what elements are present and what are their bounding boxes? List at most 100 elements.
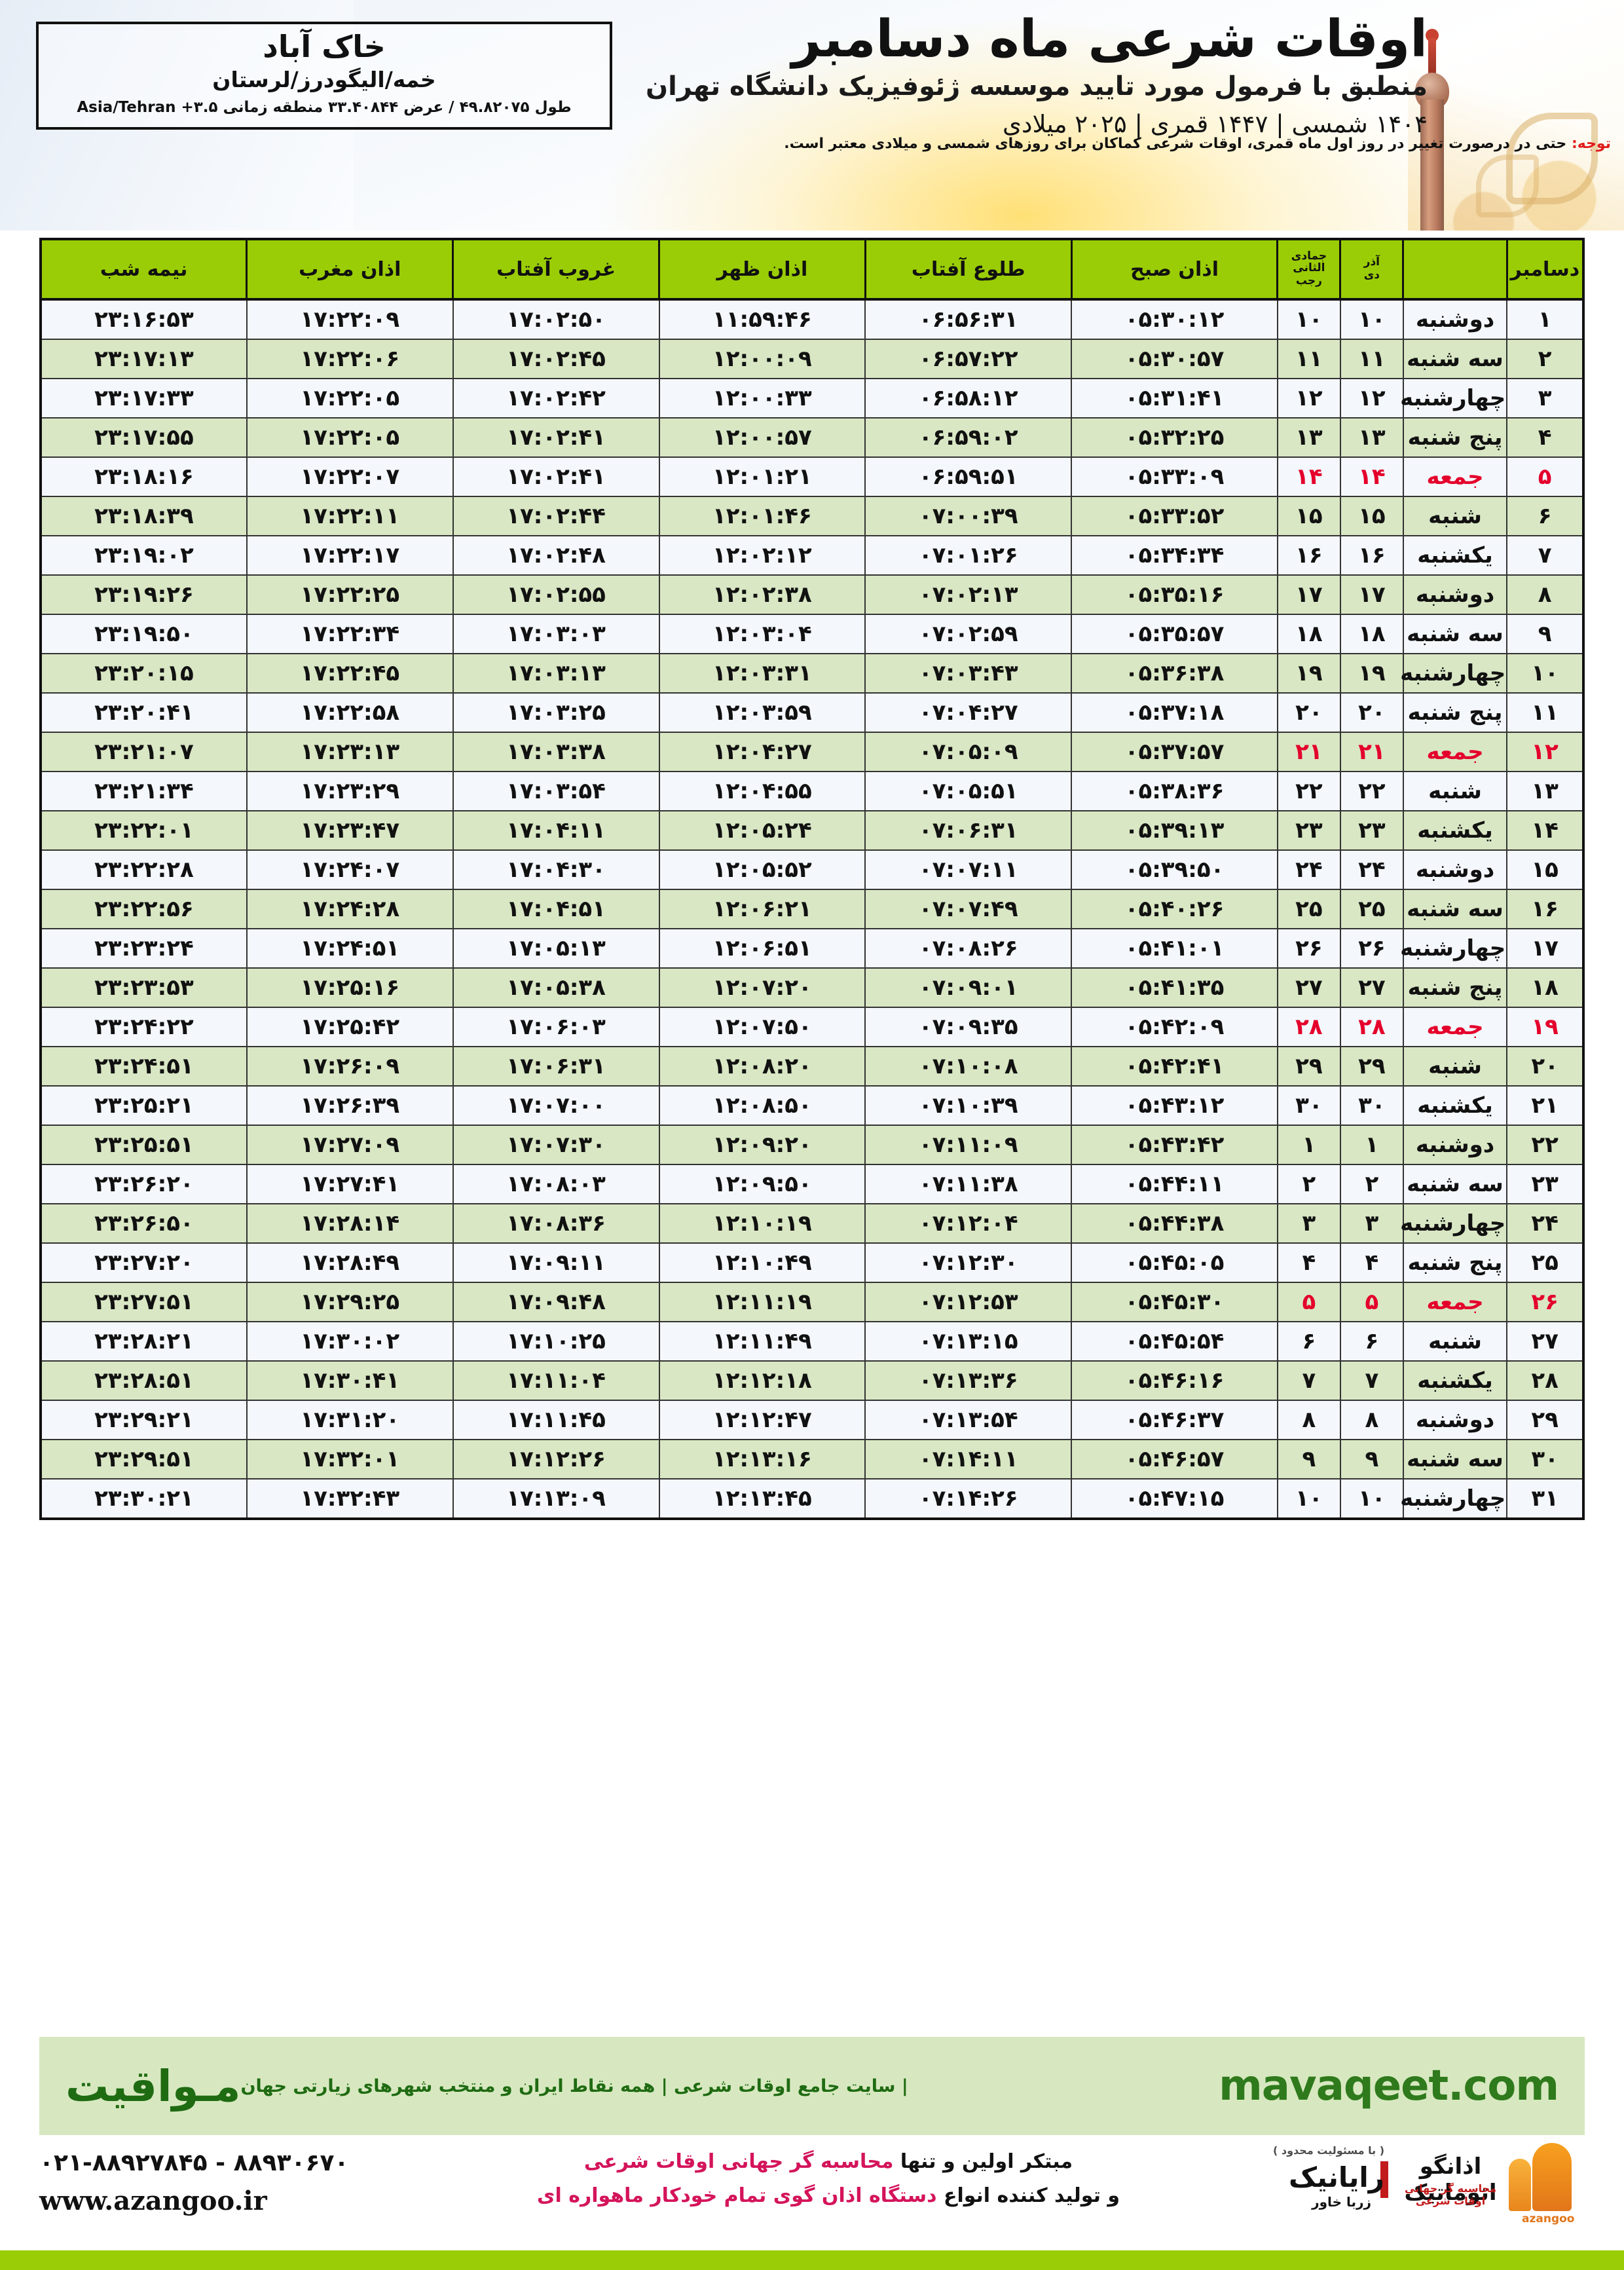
cell-fajr: ۰۵:۳۴:۳۴ — [1071, 535, 1278, 576]
cell-midnight: ۲۳:۲۱:۰۷ — [40, 732, 248, 772]
cell-qamari: ۱۱ — [1276, 339, 1341, 379]
cell-maghrib: ۱۷:۲۹:۲۵ — [246, 1282, 454, 1322]
cell-fajr: ۰۵:۴۰:۲۶ — [1071, 889, 1278, 929]
cell-qamari: ۲ — [1276, 1164, 1341, 1204]
cell-qamari: ۱۲ — [1276, 378, 1341, 419]
cell-maghrib: ۱۷:۲۸:۱۴ — [246, 1203, 454, 1244]
footer-website[interactable]: www.azangoo.ir — [39, 2186, 267, 2216]
cell-dhuhr: ۱۲:۱۱:۱۹ — [658, 1282, 866, 1322]
cell-sunrise: ۰۷:۰۳:۴۳ — [864, 653, 1073, 694]
cell-fajr: ۰۵:۴۴:۱۱ — [1071, 1164, 1278, 1204]
dome-secondary-icon — [1509, 2159, 1531, 2211]
cell-dhuhr: ۱۲:۰۴:۵۵ — [658, 771, 866, 811]
cell-sunset: ۱۷:۰۲:۵۰ — [452, 299, 660, 340]
cell-midnight: ۲۳:۲۵:۵۱ — [40, 1125, 248, 1165]
footer-slogan-1a: مبتکر اولین و تنها — [893, 2150, 1073, 2173]
cell-shamsi: ۱۵ — [1339, 496, 1404, 536]
cell-sunset: ۱۷:۱۲:۲۶ — [452, 1439, 660, 1479]
cell-fajr: ۰۵:۳۳:۵۲ — [1071, 496, 1278, 536]
cell-dhuhr: ۱۲:۰۰:۳۳ — [658, 378, 866, 419]
cell-day: جمعه — [1402, 456, 1508, 497]
cell-shamsi: ۲۹ — [1339, 1046, 1404, 1087]
cell-dhuhr: ۱۲:۰۸:۵۰ — [658, 1085, 866, 1126]
rayanik-logo: ( با مسئولیت محدود ) رایانیک زربا خاور — [1225, 2139, 1388, 2237]
table-row: ۱۴ یکشنبه ۲۳ ۲۳ ۰۵:۳۹:۱۳ ۰۷:۰۶:۳۱ ۱۲:۰۵:۲۴ ۱۷:۰… — [40, 810, 1584, 851]
cell-sunset: ۱۷:۱۳:۰۹ — [452, 1478, 660, 1519]
cell-sunset: ۱۷:۰۵:۱۳ — [452, 928, 660, 969]
cell-maghrib: ۱۷:۲۳:۱۳ — [246, 732, 454, 772]
cell-sunset: ۱۷:۰۸:۳۶ — [452, 1203, 660, 1244]
cell-fajr: ۰۵:۳۵:۱۶ — [1071, 574, 1278, 615]
cell-sunrise: ۰۷:۰۰:۳۹ — [864, 496, 1073, 536]
cell-dhuhr: ۱۲:۰۲:۳۸ — [658, 574, 866, 615]
cell-midnight: ۲۳:۱۸:۱۶ — [40, 456, 248, 497]
footer-phone[interactable]: ۰۲۱-۸۸۹۲۷۸۴۵ - ۸۸۹۳۰۶۷۰ — [39, 2149, 349, 2176]
cell-greg: ۲۷ — [1506, 1321, 1584, 1362]
cell-day: پنج شنبه — [1402, 967, 1508, 1008]
brand-left: mavaqeet.com — [1219, 2062, 1559, 2110]
cell-sunset: ۱۷:۰۴:۱۱ — [452, 810, 660, 851]
cell-fajr: ۰۵:۳۰:۵۷ — [1071, 339, 1278, 379]
rayanik-logo-main: رایانیک — [1288, 2161, 1384, 2193]
cell-fajr: ۰۵:۳۱:۴۱ — [1071, 378, 1278, 419]
cell-sunset: ۱۷:۰۲:۴۵ — [452, 339, 660, 379]
table-header-row: دسامبر آذر دی جمادی الثانی رجب اذان صبح … — [39, 239, 1585, 301]
table-row: ۲۰ شنبه ۲۹ ۲۹ ۰۵:۴۲:۴۱ ۰۷:۱۰:۰۸ ۱۲:۰۸:۲۰ ۱۷:۰۶:… — [40, 1046, 1584, 1087]
azangoo-logo-en: azangoo — [1522, 2212, 1575, 2225]
cell-shamsi: ۴ — [1339, 1242, 1404, 1283]
cell-qamari: ۱۰ — [1276, 1478, 1341, 1519]
cell-dhuhr: ۱۲:۰۴:۲۷ — [658, 732, 866, 772]
cell-sunrise: ۰۷:۰۵:۰۹ — [864, 732, 1073, 772]
minaret-tip-icon — [1428, 38, 1436, 81]
cell-qamari: ۵ — [1276, 1282, 1341, 1322]
cell-shamsi: ۲۷ — [1339, 967, 1404, 1008]
table-row: ۱۰ چهارشنبه ۱۹ ۱۹ ۰۵:۳۶:۳۸ ۰۷:۰۳:۴۳ ۱۲:۰۳:۳۱ ۱۷… — [40, 653, 1584, 694]
cell-dhuhr: ۱۲:۰۵:۵۲ — [658, 849, 866, 890]
cell-sunset: ۱۷:۱۰:۲۵ — [452, 1321, 660, 1362]
cell-fajr: ۰۵:۴۶:۵۷ — [1071, 1439, 1278, 1479]
cell-midnight: ۲۳:۲۴:۵۱ — [40, 1046, 248, 1087]
cell-fajr: ۰۵:۳۰:۱۲ — [1071, 299, 1278, 340]
page-subtitle: منطبق با فرمول مورد تایید موسسه ژئوفیزیک… — [645, 71, 1428, 102]
table-row: ۱ دوشنبه ۱۰ ۱۰ ۰۵:۳۰:۱۲ ۰۶:۵۶:۳۱ ۱۱:۵۹:۴۶ ۱۷:۰۲… — [40, 299, 1584, 340]
footer-slogan-2a: و تولید کننده انواع — [936, 2184, 1120, 2207]
dome-icon — [1532, 2143, 1572, 2211]
cell-qamari: ۱۹ — [1276, 653, 1341, 694]
cell-maghrib: ۱۷:۲۲:۰۵ — [246, 417, 454, 458]
cell-fajr: ۰۵:۳۶:۳۸ — [1071, 653, 1278, 694]
cell-day: جمعه — [1402, 1282, 1508, 1322]
cell-maghrib: ۱۷:۲۴:۰۷ — [246, 849, 454, 890]
table-row: ۱۹ جمعه ۲۸ ۲۸ ۰۵:۴۲:۰۹ ۰۷:۰۹:۳۵ ۱۲:۰۷:۵۰ ۱۷:۰۶:… — [40, 1007, 1584, 1047]
cell-sunrise: ۰۷:۰۲:۵۹ — [864, 614, 1073, 654]
cell-day: دوشنبه — [1402, 849, 1508, 890]
cell-dhuhr: ۱۲:۰۹:۲۰ — [658, 1125, 866, 1165]
cell-greg: ۲۸ — [1506, 1360, 1584, 1401]
table-row: ۲۵ پنج شنبه ۴ ۴ ۰۵:۴۵:۰۵ ۰۷:۱۲:۳۰ ۱۲:۱۰:۴۹ ۱۷:۰… — [40, 1242, 1584, 1283]
cell-fajr: ۰۵:۳۸:۳۶ — [1071, 771, 1278, 811]
cell-shamsi: ۲۳ — [1339, 810, 1404, 851]
cell-fajr: ۰۵:۴۳:۴۲ — [1071, 1125, 1278, 1165]
cell-shamsi: ۱۰ — [1339, 299, 1404, 340]
cell-fajr: ۰۵:۴۵:۵۴ — [1071, 1321, 1278, 1362]
cell-qamari: ۷ — [1276, 1360, 1341, 1401]
cell-sunrise: ۰۷:۱۰:۰۸ — [864, 1046, 1073, 1087]
cell-dhuhr: ۱۲:۰۰:۵۷ — [658, 417, 866, 458]
cell-dhuhr: ۱۲:۰۱:۴۶ — [658, 496, 866, 536]
cell-qamari: ۱۷ — [1276, 574, 1341, 615]
cell-sunset: ۱۷:۰۵:۳۸ — [452, 967, 660, 1008]
cell-midnight: ۲۳:۲۶:۲۰ — [40, 1164, 248, 1204]
brand-website[interactable]: mavaqeet.com — [1219, 2062, 1559, 2110]
cell-shamsi: ۲۴ — [1339, 849, 1404, 890]
cell-midnight: ۲۳:۲۲:۰۱ — [40, 810, 248, 851]
cell-fajr: ۰۵:۴۷:۱۵ — [1071, 1478, 1278, 1519]
table-row: ۸ دوشنبه ۱۷ ۱۷ ۰۵:۳۵:۱۶ ۰۷:۰۲:۱۳ ۱۲:۰۲:۳۸ ۱۷:۰۲… — [40, 574, 1584, 615]
cell-qamari: ۱۵ — [1276, 496, 1341, 536]
cell-sunset: ۱۷:۰۲:۴۱ — [452, 417, 660, 458]
cell-maghrib: ۱۷:۲۵:۴۲ — [246, 1007, 454, 1047]
page-footer: azangoo اذانگو اتوماتیک محاسبه گر جهانی … — [0, 2139, 1624, 2270]
cell-fajr: ۰۵:۳۷:۱۸ — [1071, 692, 1278, 733]
table-row: ۲۸ یکشنبه ۷ ۷ ۰۵:۴۶:۱۶ ۰۷:۱۳:۳۶ ۱۲:۱۲:۱۸ ۱۷:۱۱:… — [40, 1360, 1584, 1401]
cell-shamsi: ۱ — [1339, 1125, 1404, 1165]
cell-maghrib: ۱۷:۲۸:۴۹ — [246, 1242, 454, 1283]
cell-sunrise: ۰۷:۰۷:۱۱ — [864, 849, 1073, 890]
